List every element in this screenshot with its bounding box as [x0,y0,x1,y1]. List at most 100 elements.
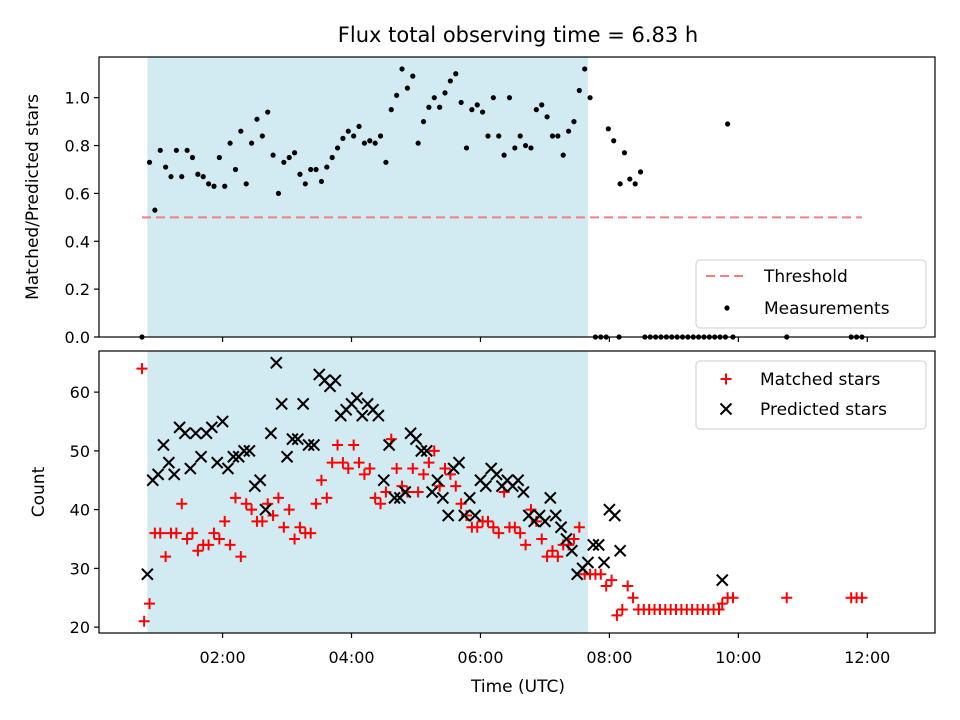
matched-point [160,551,172,563]
matched-point [337,457,349,469]
measurement-point [394,92,400,98]
legend-measurements-swatch [724,305,730,311]
matched-point [181,533,193,545]
predicted-point [565,544,579,557]
measurement-point [324,164,330,170]
matched-point [391,463,403,474]
predicted-point [141,568,154,581]
measurement-point [146,159,153,165]
matched-point [364,463,376,474]
measurement-point [582,66,588,72]
predicted-point [458,509,471,522]
predicted-point [613,544,627,557]
matched-point [418,468,430,480]
predicted-point [210,456,224,469]
matched-point [144,598,156,610]
bottom-shade [147,351,588,633]
measurement-point [291,150,298,156]
matched-point [208,527,220,539]
measurement-point [410,73,416,79]
measurement-point [621,150,628,156]
matched-point [611,609,623,621]
y-tick-label: 0.6 [65,184,90,203]
matched-point [256,515,268,527]
measurement-point [367,138,373,144]
matched-point [375,498,387,510]
measurement-point [168,174,174,180]
matched-point [541,551,553,563]
measurement-point [404,85,410,91]
predicted-point [329,374,342,387]
matched-point [716,598,728,610]
measurement-point [351,133,357,139]
measurement-point [399,66,405,72]
matched-point [514,527,526,539]
matched-point [412,486,424,498]
matched-point [154,527,166,539]
bottom-legend: Matched stars Predicted stars [695,360,927,430]
matched-point [176,498,188,510]
matched-point [272,492,284,504]
matched-point [606,574,618,586]
measurement-point [506,95,513,101]
measurement-point [637,169,644,175]
predicted-point [560,532,573,546]
measurement-point [356,123,362,130]
matched-point [493,527,505,539]
matched-point [219,515,231,527]
matched-point [423,457,435,469]
predicted-point [436,491,450,505]
matched-point [203,539,215,551]
matched-point [600,580,612,592]
legend-predicted-swatch [719,402,733,416]
measurement-point [152,207,158,213]
measurement-point [200,174,206,180]
predicted-point [243,444,256,458]
y-tick-label: 0.8 [65,137,90,156]
top-legend-box [695,259,927,329]
measurement-point [528,145,534,151]
measurement-point [437,104,443,110]
matched-point [727,592,739,604]
predicted-point [237,444,251,458]
measurement-point [340,135,346,141]
matched-point [509,521,521,533]
x-tick-label: 10:00 [715,648,761,667]
matched-point [460,510,472,521]
matched-point [294,521,306,533]
legend-matched-swatch [720,373,732,385]
matched-point [283,504,295,516]
matched-point [224,539,236,551]
measurement-point [469,107,475,113]
predicted-point [372,409,385,422]
matched-point [267,510,279,521]
matched-point [289,533,301,545]
chart-title: Flux total observing time = 6.83 h [338,23,698,47]
measurement-point [539,102,545,108]
predicted-point [468,509,482,522]
measurement-point [254,116,260,122]
measurement-point [248,140,255,146]
measurement-point [447,78,453,84]
top-shade [147,57,588,337]
top-legend: Threshold Measurements [695,259,927,329]
measurement-point [318,178,325,185]
measurement-point [265,109,271,115]
predicted-point [162,456,176,469]
measurement-point [555,133,561,139]
top-ylabel: Matched/Predicted stars [23,94,43,300]
predicted-point [275,397,288,411]
measurement-point [345,128,351,134]
predicted-point [280,450,294,463]
matched-point [616,604,628,615]
matched-point [487,521,499,533]
measurement-point [297,171,303,177]
matched-point [305,527,317,539]
predicted-point [442,509,455,522]
measurement-point [302,181,308,187]
matched-point [186,527,198,539]
predicted-point [184,462,197,475]
matched-point [622,580,634,592]
measurement-point [420,119,427,125]
